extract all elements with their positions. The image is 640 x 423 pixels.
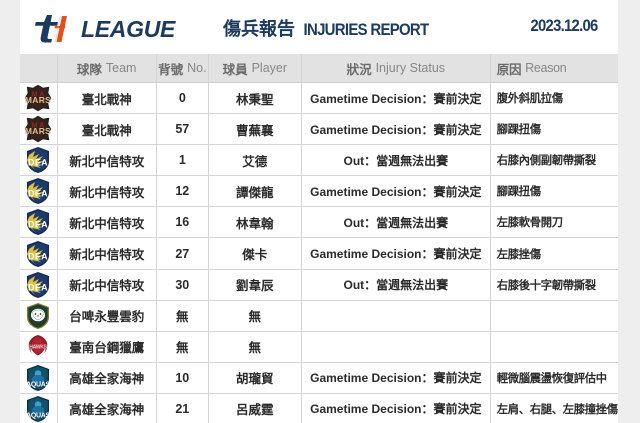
svg-text:DEA: DEA bbox=[28, 220, 48, 230]
svg-text:DEA: DEA bbox=[28, 189, 48, 199]
svg-text:DEA: DEA bbox=[28, 282, 48, 292]
svg-text:DEA: DEA bbox=[28, 251, 48, 261]
svg-text:AQUAS: AQUAS bbox=[26, 381, 50, 388]
svg-text:MARS: MARS bbox=[25, 95, 51, 105]
svg-text:AQUAS: AQUAS bbox=[26, 412, 50, 419]
svg-text:HAWKS: HAWKS bbox=[29, 344, 47, 350]
svg-text:DEA: DEA bbox=[28, 158, 48, 168]
svg-text:MARS: MARS bbox=[25, 126, 51, 136]
